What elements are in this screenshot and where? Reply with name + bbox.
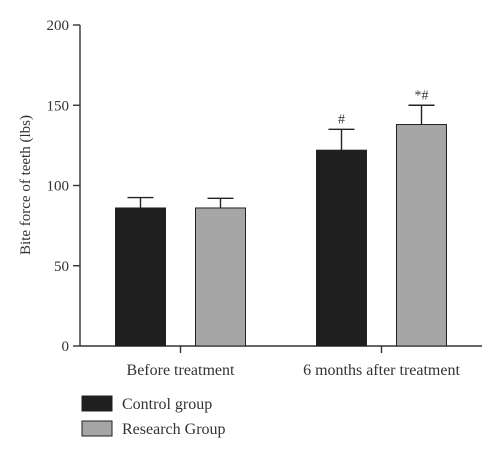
y-tick-label: 100 bbox=[47, 179, 70, 195]
legend-swatch bbox=[81, 420, 113, 437]
y-tick-label: 200 bbox=[47, 18, 70, 34]
y-tick-label: 0 bbox=[62, 339, 70, 355]
legend-label: Control group bbox=[122, 396, 212, 413]
significance-marker: # bbox=[338, 112, 345, 127]
y-tick-label: 50 bbox=[54, 259, 69, 275]
y-tick-label: 150 bbox=[47, 98, 70, 114]
x-axis: Before treatment 6 months after treatment bbox=[80, 345, 482, 379]
bar bbox=[316, 149, 367, 347]
legend-swatch bbox=[81, 395, 113, 412]
legend-label: Research Group bbox=[122, 421, 226, 438]
x-category-label: 6 months after treatment bbox=[303, 362, 460, 379]
legend: Control group Research Group bbox=[81, 395, 226, 438]
x-category-label: Before treatment bbox=[127, 362, 236, 379]
bars-group: # *# bbox=[115, 88, 447, 347]
bar bbox=[195, 207, 246, 347]
y-axis: 0 50 100 150 200 bbox=[47, 18, 81, 355]
y-axis-title: Bite force of teeth (lbs) bbox=[18, 115, 34, 255]
bar bbox=[396, 124, 447, 347]
bar bbox=[115, 207, 166, 347]
significance-marker: *# bbox=[415, 88, 429, 103]
